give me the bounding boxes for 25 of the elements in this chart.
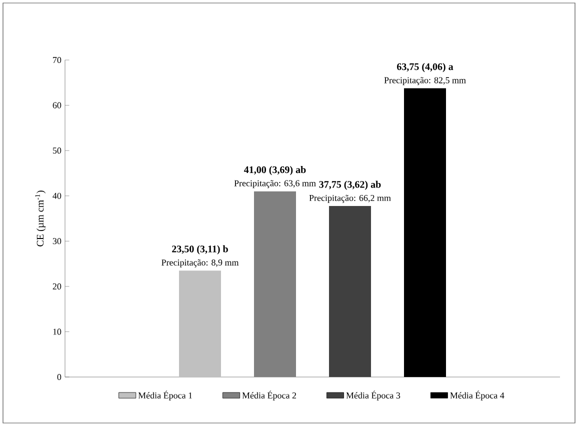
data-label: 37,75 (3,62) ab (319, 180, 381, 190)
y-tick-label: 30 (52, 238, 62, 244)
y-tick-label: 40 (52, 192, 62, 199)
legend-label: Média Época 1 (138, 390, 192, 400)
legend-label: Média Época 3 (346, 390, 400, 400)
annotation: Precipitação: 82,5 mm (384, 77, 466, 86)
bar (329, 206, 372, 377)
bar (179, 270, 221, 377)
annotation: Precipitação: 63,6 mm (234, 180, 316, 188)
annotation: Precipitação: 66,2 mm (309, 194, 391, 203)
y-tick-label: 0 (57, 374, 62, 380)
bar (404, 88, 446, 377)
bar (254, 191, 296, 377)
y-tick-label: 20 (52, 283, 62, 290)
legend-label: Média Época 2 (242, 390, 296, 400)
data-label: 23,50 (3,11) b (172, 245, 228, 254)
y-axis-title: CE (µm cm$^{-1}$) (35, 190, 46, 246)
y-tick-label: 50 (52, 148, 62, 154)
legend-label: Média Época 4 (450, 390, 504, 400)
y-tick-label: 70 (53, 56, 62, 64)
y-tick-label: 10 (53, 328, 62, 335)
data-label: 41,00 (3,69) ab (244, 166, 306, 176)
annotation: Precipitação: 8,9 mm (162, 259, 239, 268)
data-label: 63,75 (4,06) a (397, 63, 454, 72)
y-tick-label: 60 (52, 102, 62, 108)
